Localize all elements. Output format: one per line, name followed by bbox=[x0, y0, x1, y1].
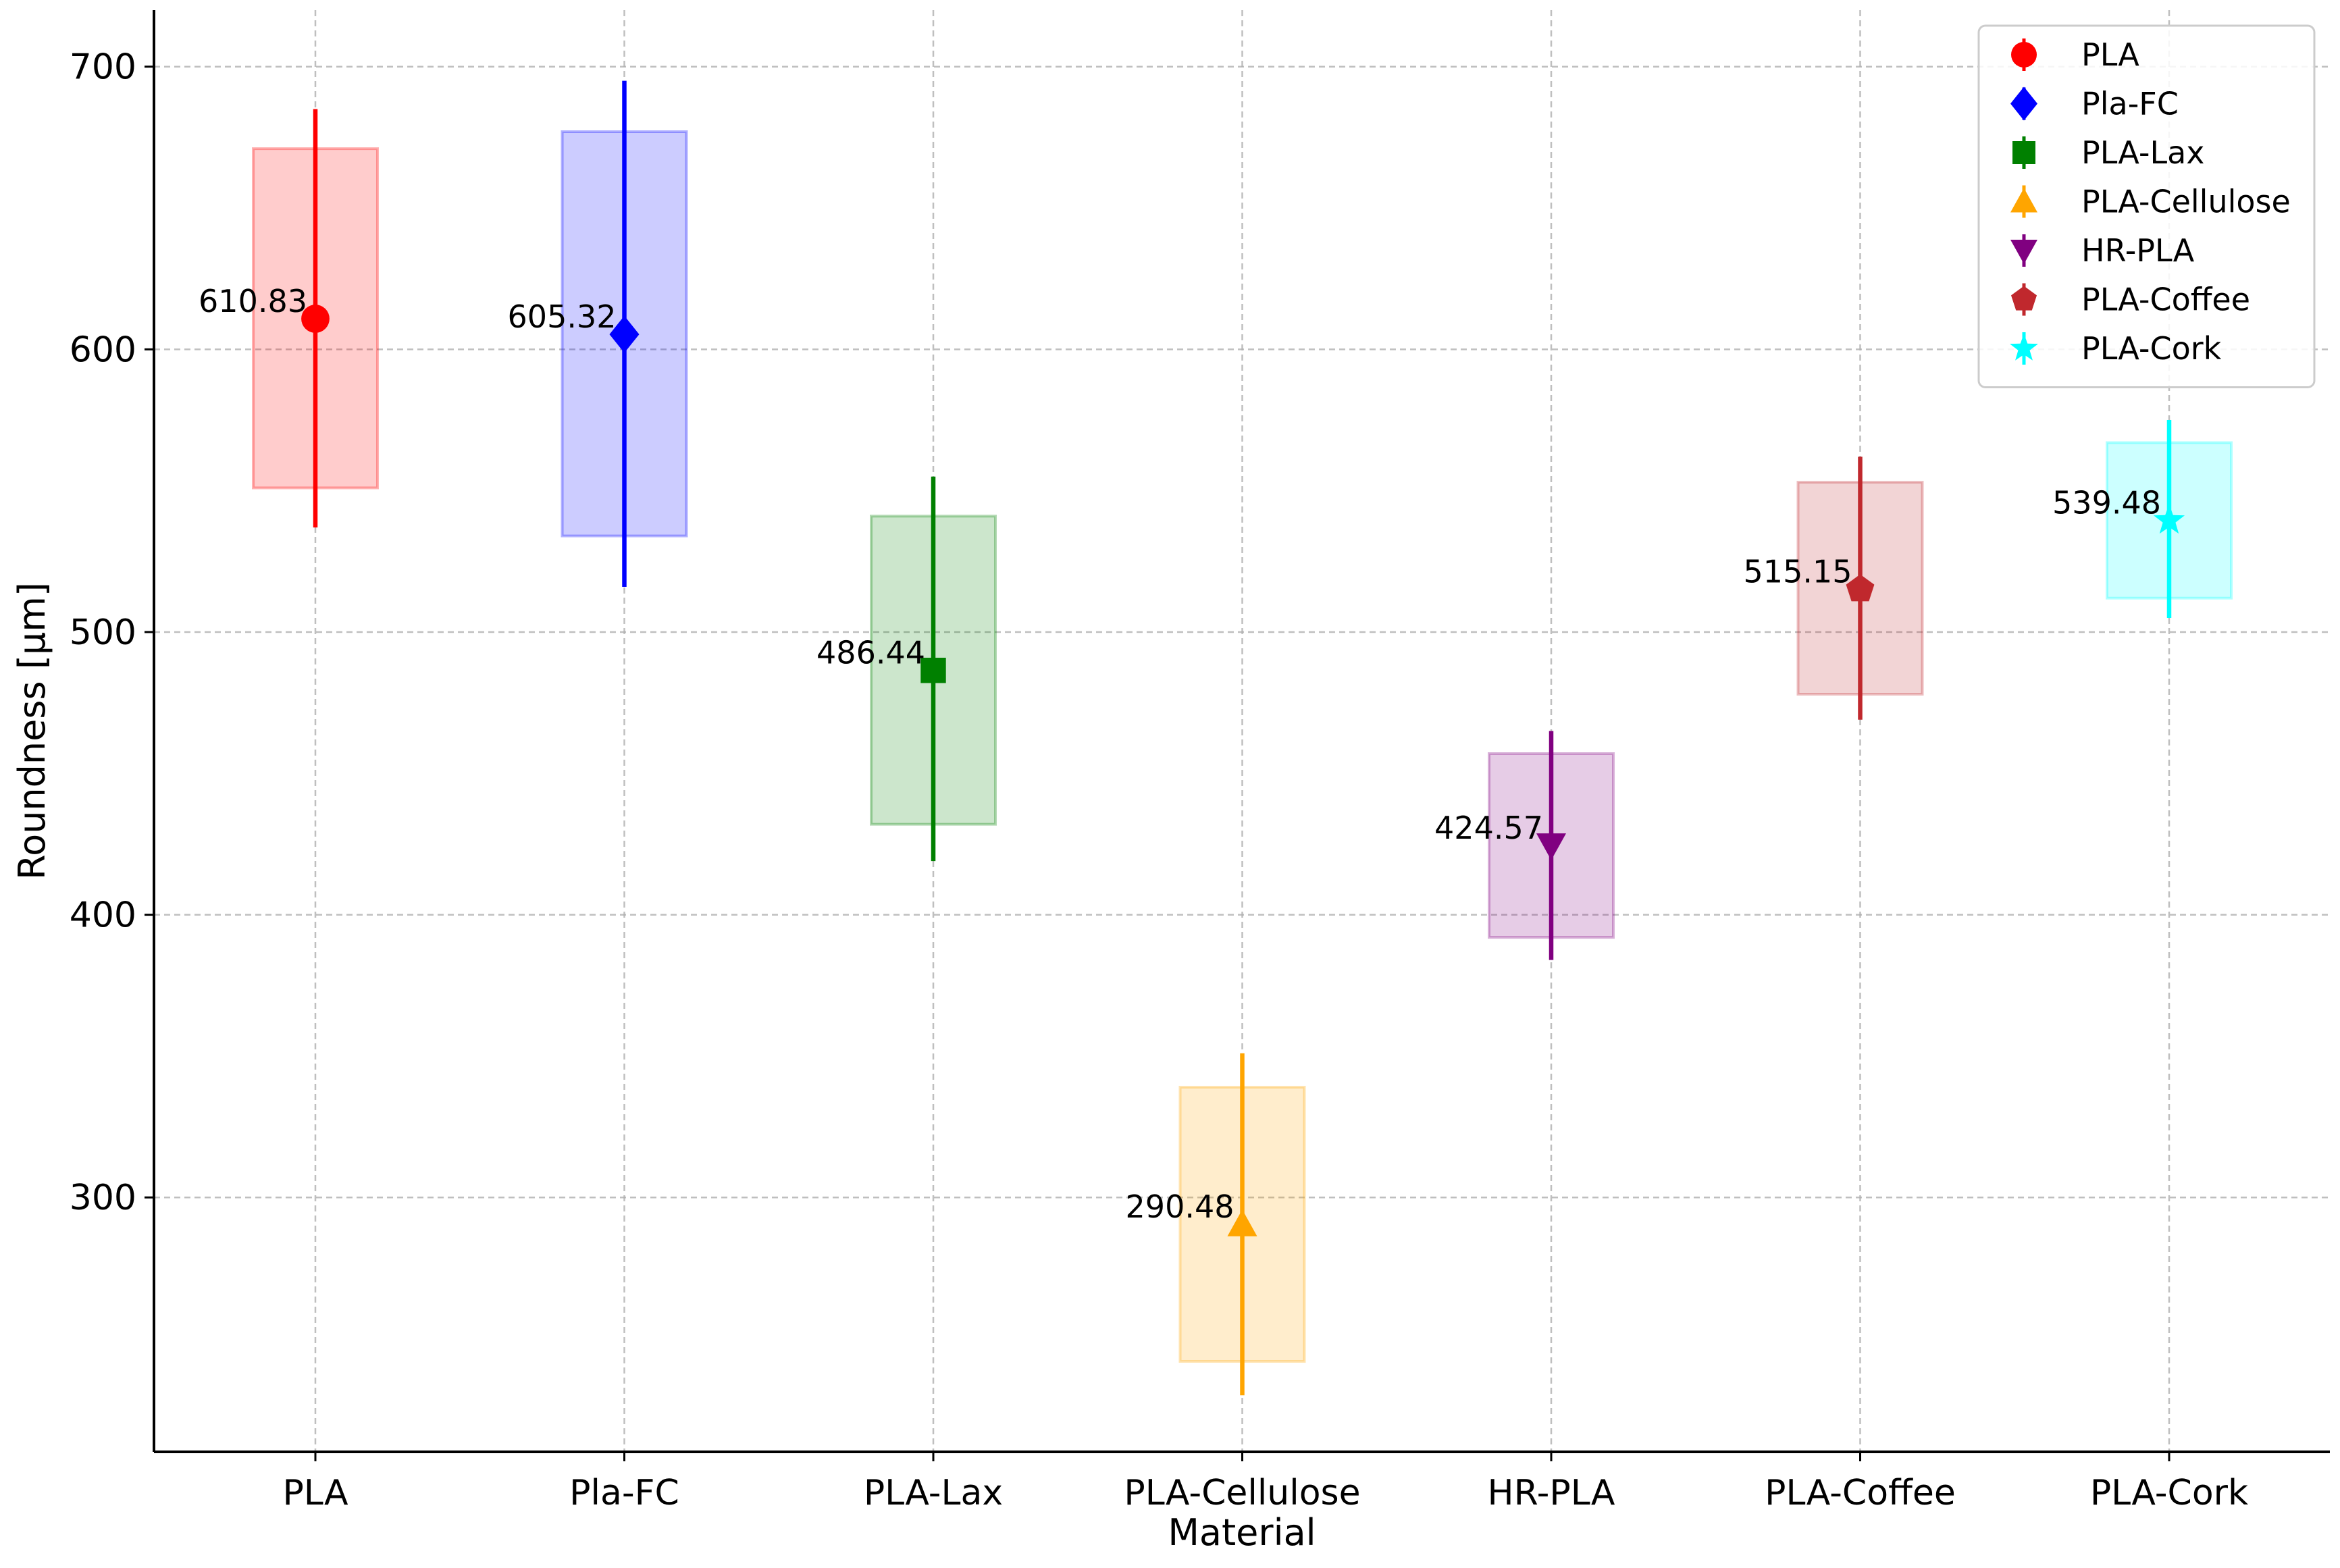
legend-label-pla-coffee: PLA-Coffee bbox=[2081, 282, 2250, 318]
marker-pla-fc bbox=[609, 315, 640, 353]
data-label-pla-cork: 539.48 bbox=[2052, 485, 2161, 521]
legend-marker-pla-cellulose bbox=[2010, 188, 2037, 213]
data-label-hr-pla: 424.57 bbox=[1434, 810, 1543, 846]
marker-pla-lax bbox=[920, 658, 946, 683]
x-tick-label-3: PLA-Cellulose bbox=[1124, 1473, 1360, 1513]
data-labels: 610.83 605.32 486.44 290.48 424.57 515.15 539.… bbox=[199, 283, 2161, 1225]
y-tick-label-700: 700 bbox=[70, 47, 136, 88]
legend-label-hr-pla: HR-PLA bbox=[2081, 232, 2195, 269]
marker-pla-cellulose bbox=[1227, 1209, 1257, 1236]
legend-marker-pla bbox=[2011, 42, 2037, 68]
y-tick-label-400: 400 bbox=[70, 895, 136, 936]
data-label-pla: 610.83 bbox=[199, 283, 307, 319]
x-tick-label-5: PLA-Coffee bbox=[1765, 1473, 1956, 1513]
axes: 300 400 500 600 700 PLA Pla-FC PLA-Lax PLA-Cellu… bbox=[70, 10, 2330, 1513]
marker-pla bbox=[301, 305, 330, 333]
x-tick-label-0: PLA bbox=[282, 1473, 348, 1513]
data-label-pla-lax: 486.44 bbox=[816, 635, 925, 671]
data-label-pla-coffee: 515.15 bbox=[1744, 554, 1852, 590]
x-axis-title: Material bbox=[1168, 1511, 1316, 1554]
x-tick-label-4: HR-PLA bbox=[1488, 1473, 1615, 1513]
x-tick-label-6: PLA-Cork bbox=[2090, 1473, 2248, 1513]
legend-marker-hr-pla bbox=[2010, 240, 2037, 264]
legend: PLA Pla-FC PLA-Lax PLA-Cellulose HR-PLA PLA-C… bbox=[1977, 24, 2316, 388]
data-label-pla-fc: 605.32 bbox=[508, 298, 617, 335]
y-tick-label-500: 500 bbox=[70, 612, 136, 653]
marker-pla-cork bbox=[2153, 504, 2185, 534]
x-tick-label-1: Pla-FC bbox=[569, 1473, 679, 1513]
legend-marker-pla-coffee bbox=[2010, 286, 2037, 311]
legend-marker-pla-cork bbox=[2010, 334, 2038, 361]
marker-hr-pla bbox=[1536, 833, 1566, 860]
legend-marker-pla-fc bbox=[2010, 86, 2037, 121]
mean-markers bbox=[301, 305, 2185, 1236]
legend-label-pla-lax: PLA-Lax bbox=[2081, 134, 2205, 171]
legend-label-pla-cork: PLA-Cork bbox=[2081, 330, 2222, 367]
data-label-pla-cellulose: 290.48 bbox=[1126, 1188, 1234, 1225]
legend-frame bbox=[1977, 24, 2316, 388]
legend-label-pla-fc: Pla-FC bbox=[2081, 86, 2179, 122]
marker-pla-coffee bbox=[1846, 574, 1875, 602]
x-tick-label-2: PLA-Lax bbox=[864, 1473, 1003, 1513]
y-tick-label-300: 300 bbox=[70, 1178, 136, 1218]
legend-label-pla-cellulose: PLA-Cellulose bbox=[2081, 184, 2291, 220]
legend-label-pla: PLA bbox=[2081, 36, 2139, 73]
y-tick-label-600: 600 bbox=[70, 330, 136, 370]
legend-marker-pla-lax bbox=[2012, 141, 2035, 164]
y-axis-title: Roundness [µm] bbox=[11, 582, 53, 880]
